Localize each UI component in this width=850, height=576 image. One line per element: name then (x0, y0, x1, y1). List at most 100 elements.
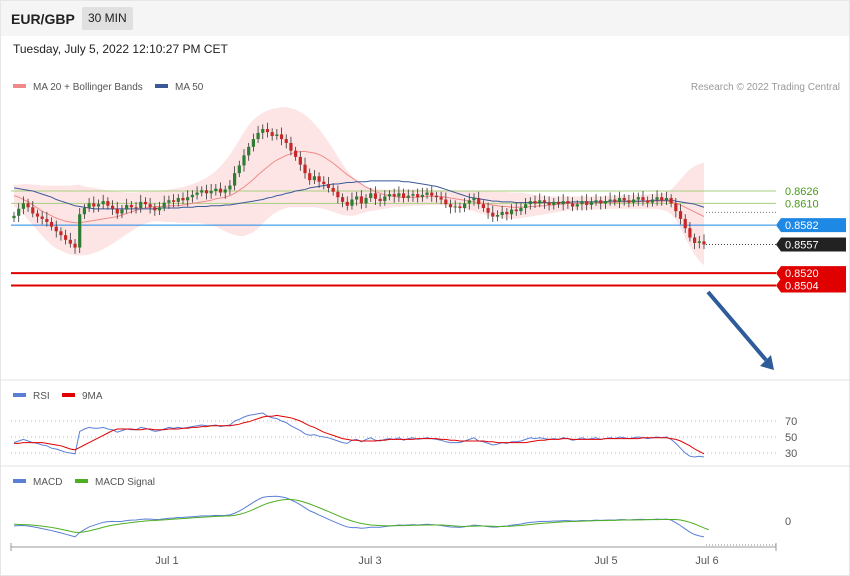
x-tick-label: Jul 6 (695, 555, 718, 567)
candle-body (340, 197, 345, 202)
candle-body (627, 200, 631, 203)
macd-signal-line (13, 499, 709, 533)
candle-body (589, 201, 593, 205)
candle-body (68, 239, 72, 244)
candle-body (477, 197, 481, 205)
candle-body (514, 209, 518, 212)
candle-body (556, 201, 561, 205)
candle-body (289, 142, 293, 151)
candle-body (308, 173, 312, 181)
candle-body (345, 201, 349, 206)
candle-body (45, 218, 49, 222)
candle-body (608, 199, 612, 202)
candle-body (359, 196, 363, 204)
candle-body (157, 207, 162, 211)
candle-body (195, 192, 199, 195)
level-0.8610-label: 0.8610 (785, 198, 819, 210)
candle-body (176, 197, 180, 202)
rsi-tick-label: 50 (785, 432, 797, 444)
candle-body (17, 208, 21, 216)
candle-body (317, 176, 321, 182)
candle-body (279, 134, 284, 140)
candle-body (674, 203, 678, 212)
candle-body (64, 235, 68, 240)
candle-body (392, 194, 396, 197)
candle-body (401, 193, 406, 198)
candle-body (575, 204, 579, 207)
ma20-line (13, 150, 705, 224)
rsi-ma-line (14, 414, 705, 455)
candle-body (261, 129, 265, 133)
candle-body (12, 215, 16, 219)
candle-body (444, 199, 448, 205)
x-tick-label: Jul 3 (358, 555, 381, 567)
candle-body (209, 191, 213, 194)
legend-swatch (13, 479, 26, 483)
candle-body (73, 243, 77, 248)
candle-body (153, 207, 157, 211)
candle-body (505, 211, 509, 215)
candle-body (617, 197, 622, 202)
candle-body (463, 203, 467, 209)
candle-body (326, 184, 331, 188)
level-0.8520-tag (776, 266, 846, 281)
candle-body (233, 173, 237, 186)
candle-body (697, 241, 701, 243)
macd-tick-label: 0 (785, 516, 791, 528)
candle-body (495, 215, 500, 217)
candle-body (406, 195, 410, 198)
candle-body (702, 241, 706, 245)
candle-body (613, 199, 617, 202)
candle-body (594, 200, 598, 202)
timeframe-button[interactable]: 30 MIN (82, 7, 133, 30)
candle-body (683, 218, 687, 229)
candle-body (599, 200, 603, 204)
chart-header: EUR/GBP 30 MIN (0, 0, 850, 36)
candle-body (59, 231, 63, 236)
candle-body (275, 134, 279, 136)
candle-body (678, 211, 683, 219)
candle-body (162, 202, 166, 208)
candle-body (664, 197, 669, 201)
candle-body (364, 197, 368, 204)
timestamp: Tuesday, July 5, 2022 12:10:27 PM CET (13, 42, 228, 56)
candle-body (214, 188, 218, 191)
candle-body (547, 202, 551, 205)
candle-body (519, 208, 523, 212)
candle-body (369, 193, 373, 198)
candle-body (186, 197, 190, 201)
candle-body (40, 216, 44, 219)
x-tick-label: Jul 1 (155, 555, 178, 567)
candle-body (129, 204, 133, 208)
candle-body (528, 201, 532, 205)
candle-body (383, 196, 387, 202)
legend-swatch (13, 84, 26, 88)
level-0.8582-label: 0.8582 (785, 220, 819, 232)
level-0.8626-label: 0.8626 (785, 186, 819, 198)
legend-swatch (62, 393, 75, 397)
candle-body (223, 189, 227, 193)
x-tick-label: Jul 5 (594, 555, 617, 567)
level-0.8582-tag (776, 218, 846, 233)
candle-body (96, 204, 101, 207)
candle-body (467, 200, 471, 204)
candle-body (143, 201, 148, 205)
credit-label: Research © 2022 Trading Central (691, 82, 840, 93)
level-0.8520-label: 0.8520 (785, 268, 819, 280)
candle-body (355, 196, 359, 200)
candle-body (561, 201, 565, 205)
level-0.8504-tag (776, 278, 846, 293)
candle-body (387, 194, 392, 197)
candle-body (538, 200, 542, 204)
candle-body (115, 208, 119, 214)
candle-body (125, 204, 129, 210)
candle-body (322, 181, 326, 185)
forecast-arrow (706, 290, 768, 362)
candle-body (139, 201, 143, 209)
candle-body (693, 237, 697, 243)
candle-body (373, 193, 378, 199)
legend-swatch (155, 84, 168, 88)
candle-body (570, 203, 575, 207)
level-0.8557-tag (776, 237, 846, 252)
